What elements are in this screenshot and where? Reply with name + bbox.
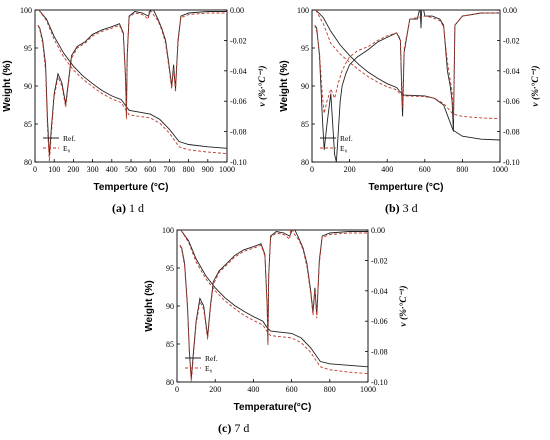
y-left-tick-label: 85 [301, 120, 309, 129]
x-tick-label: 300 [87, 165, 99, 174]
x-tick-label: 0 [33, 165, 37, 174]
y-left-axis-title: Weight (%) [144, 280, 155, 331]
y-right-tick-label: -0.04 [503, 67, 520, 76]
legend-label-ref: Ref. [63, 134, 76, 143]
y-left-tick-label: 80 [166, 378, 174, 387]
y-left-tick-label: 90 [24, 82, 32, 91]
x-axis-title: Temperture (°C) [94, 182, 169, 193]
x-tick-label: 800 [324, 385, 336, 394]
panel-caption-letter: (c) [218, 421, 231, 435]
x-tick-label: 600 [419, 165, 431, 174]
x-tick-label: 900 [202, 165, 214, 174]
x-tick-label: 100 [48, 165, 60, 174]
y-right-axis-title: v (%·°C⁻¹) [398, 285, 409, 326]
x-tick-label: 600 [286, 385, 298, 394]
panel-caption-text: 3 d [400, 201, 418, 215]
y-right-tick-label: -0.08 [230, 128, 247, 137]
y-right-tick-label: -0.10 [503, 158, 520, 167]
x-tick-label: 800 [456, 165, 468, 174]
x-tick-label: 400 [247, 385, 259, 394]
y-left-tick-label: 100 [20, 6, 32, 15]
y-left-tick-label: 80 [24, 158, 32, 167]
x-tick-label: 0 [175, 385, 179, 394]
y-right-tick-label: -0.06 [371, 317, 388, 326]
y-right-tick-label: -0.04 [371, 287, 388, 296]
series-rate-ref-line [314, 10, 500, 162]
y-left-axis-title: Weight (%) [279, 60, 290, 111]
panel-caption-letter: (a) [112, 201, 126, 215]
y-right-tick-label: -0.08 [371, 348, 388, 357]
x-tick-label: 500 [125, 165, 137, 174]
x-tick-label: 800 [183, 165, 195, 174]
legend-label-ref: Ref. [205, 354, 218, 363]
panel-caption-text: 7 d [231, 421, 249, 435]
series-weight-e0-line [315, 10, 500, 120]
x-tick-label: 400 [106, 165, 118, 174]
legend-label-e0: E₀ [340, 144, 348, 153]
y-left-tick-label: 85 [166, 340, 174, 349]
x-tick-label: 1000 [219, 165, 235, 174]
series-weight-e0-line [38, 10, 227, 155]
x-tick-label: 200 [209, 385, 221, 394]
series-rate-e0-line [179, 230, 368, 382]
y-right-axis-title: v (%·°C⁻¹) [530, 65, 541, 106]
series-weight-ref-line [180, 230, 368, 368]
y-right-tick-label: -0.10 [230, 158, 247, 167]
series-weight-e0-line [180, 230, 368, 375]
panel-caption: (a) 1 d [112, 201, 144, 215]
chart-panel-2: 0 200 400 600 800 1000 80 85 90 95 100 0.00 -0.02 -0.… [279, 6, 541, 215]
x-tick-label: 400 [381, 165, 393, 174]
panel-caption: (b) 3 d [385, 201, 418, 215]
legend-label-e0: E₀ [205, 364, 213, 373]
chart-panel-3: 0 200 400 600 800 1000 80 85 90 95 100 0.00 -0.02 -0.… [144, 226, 409, 435]
x-tick-label: 200 [67, 165, 79, 174]
x-axis-title: Temperture (°C) [369, 182, 444, 193]
legend-label-ref: Ref. [340, 134, 353, 143]
y-left-tick-label: 95 [24, 44, 32, 53]
y-left-tick-label: 90 [301, 82, 309, 91]
panel-caption-letter: (b) [385, 201, 400, 215]
x-tick-label: 1000 [492, 165, 508, 174]
y-right-tick-label: -0.02 [503, 36, 520, 45]
y-right-tick-label: -0.04 [230, 67, 247, 76]
y-right-tick-label: -0.10 [371, 378, 388, 387]
panel-caption-text: 1 d [126, 201, 144, 215]
y-right-tick-label: -0.06 [503, 97, 520, 106]
x-axis-title: Temperature(°C) [234, 402, 312, 413]
y-right-tick-label: 0.00 [371, 226, 385, 235]
y-right-tick-label: -0.02 [230, 36, 247, 45]
x-tick-label: 1000 [360, 385, 376, 394]
y-right-tick-label: -0.02 [371, 256, 388, 265]
y-left-tick-label: 90 [166, 302, 174, 311]
y-left-tick-label: 95 [301, 44, 309, 53]
y-right-tick-label: -0.08 [503, 128, 520, 137]
y-left-tick-label: 95 [166, 264, 174, 273]
x-tick-label: 600 [144, 165, 156, 174]
legend-label-e0: E₀ [63, 144, 71, 153]
series-rate-e0-line [37, 10, 227, 162]
y-right-tick-label: -0.06 [230, 97, 247, 106]
y-left-tick-label: 100 [297, 6, 309, 15]
y-left-tick-label: 85 [24, 120, 32, 129]
y-left-tick-label: 80 [301, 158, 309, 167]
panel-caption: (c) 7 d [218, 421, 249, 435]
x-tick-label: 700 [163, 165, 175, 174]
y-right-tick-label: 0.00 [503, 6, 517, 15]
x-tick-label: 200 [344, 165, 356, 174]
series-weight-ref-line [38, 10, 227, 149]
x-tick-label: 0 [310, 165, 314, 174]
y-right-axis-title: v (%·°C⁻¹) [257, 65, 268, 106]
chart-panel-1: 0 100 200 300 400 500 600 700 800 900 1000 80 85 90 95… [2, 6, 268, 215]
series-rate-e0-line [314, 12, 500, 120]
y-left-axis-title: Weight (%) [2, 60, 13, 111]
y-left-tick-label: 100 [162, 226, 174, 235]
y-right-tick-label: 0.00 [230, 6, 244, 15]
